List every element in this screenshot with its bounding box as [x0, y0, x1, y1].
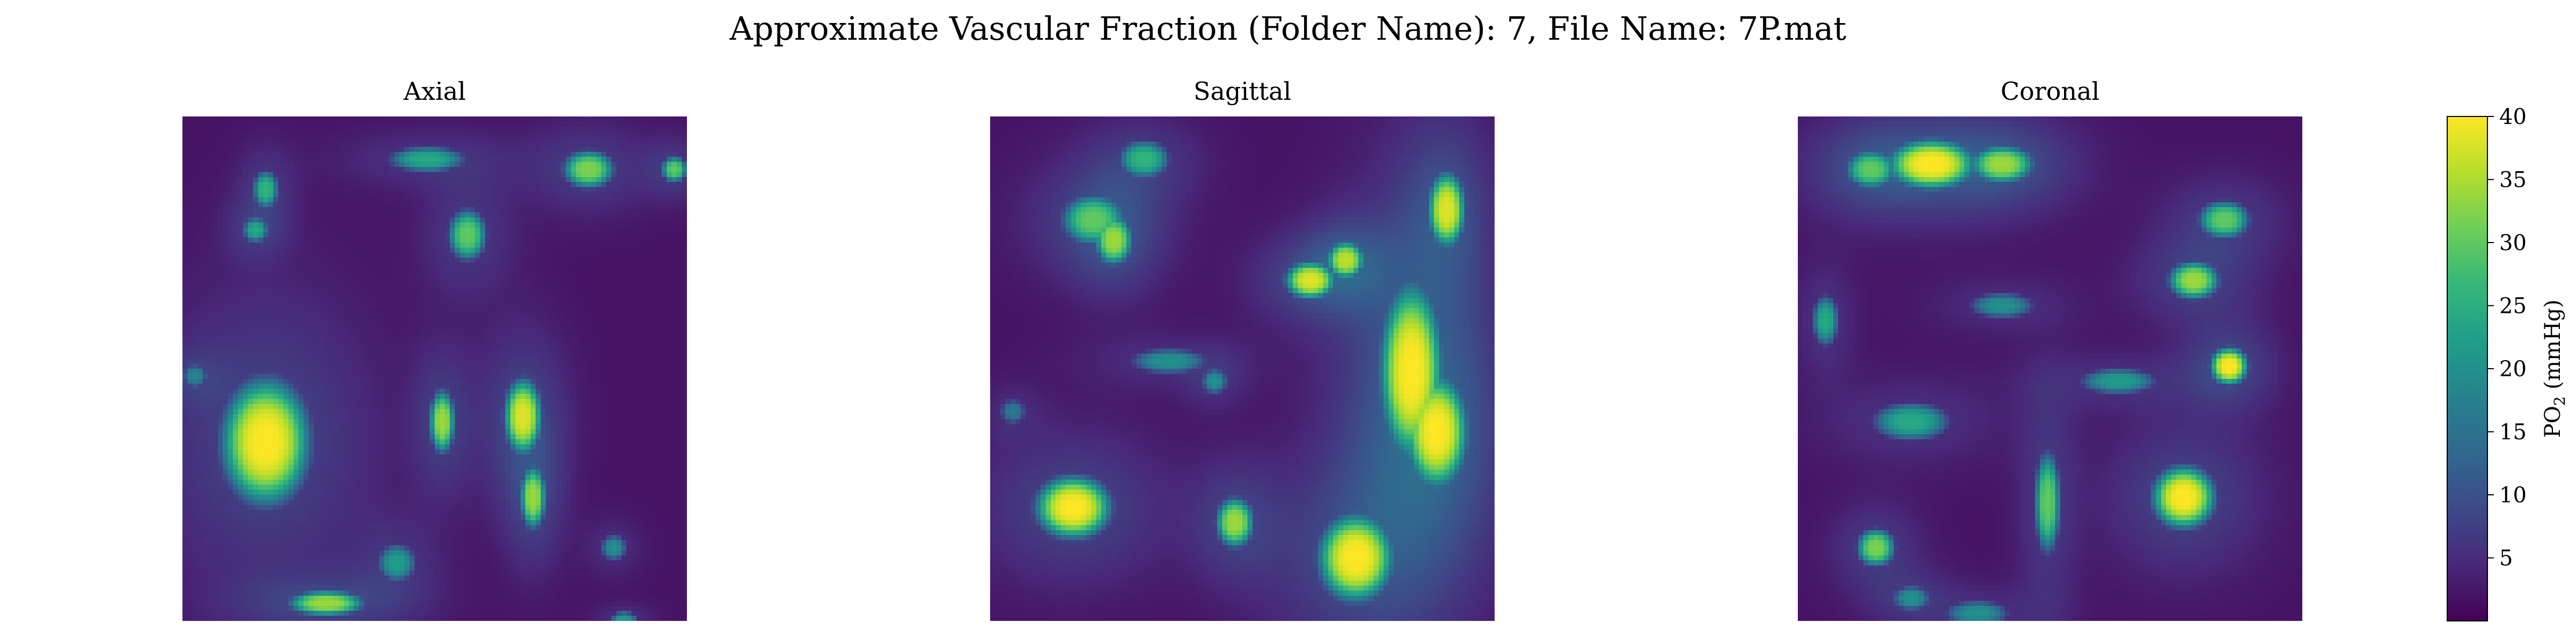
colorbar-label: PO2 (mmHg)	[2540, 299, 2568, 438]
colorbar-tick-label: 40	[2499, 105, 2527, 129]
colorbar-tick-label: 15	[2499, 420, 2527, 445]
axial-heatmap	[182, 116, 687, 621]
figure-suptitle: Approximate Vascular Fraction (Folder Na…	[729, 10, 1847, 48]
colorbar-tick-label: 20	[2499, 357, 2527, 382]
colorbar-gradient	[2447, 116, 2488, 621]
sagittal-heatmap	[990, 116, 1495, 621]
colorbar-axis: 5 10 15 20 25 30 35 40	[2447, 105, 2527, 621]
colorbar-tick-label: 10	[2499, 483, 2527, 508]
colorbar-tick-label: 25	[2499, 294, 2527, 319]
colorbar-tick-label: 30	[2499, 231, 2527, 255]
coronal-heatmap	[1798, 116, 2302, 621]
axial-panel-title: Axial	[403, 77, 466, 106]
colorbar: 5 10 15 20 25 30 35 40 PO2 (mmHg)	[2447, 105, 2576, 621]
sagittal-panel-title: Sagittal	[1193, 77, 1292, 106]
coronal-panel-title: Coronal	[2000, 77, 2100, 106]
colorbar-tick-label: 35	[2499, 168, 2527, 193]
colorbar-tick-label: 5	[2499, 546, 2513, 571]
